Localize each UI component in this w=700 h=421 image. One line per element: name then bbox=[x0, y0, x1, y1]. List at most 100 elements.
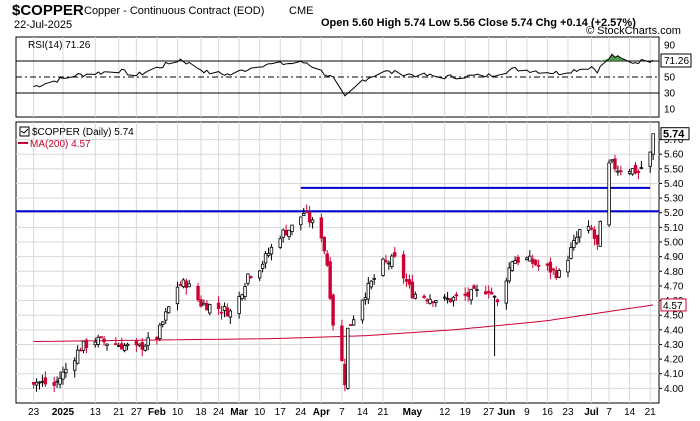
candle-body bbox=[469, 289, 473, 301]
candlestick bbox=[52, 376, 56, 393]
candlestick bbox=[228, 308, 233, 324]
candlestick bbox=[607, 159, 611, 228]
candle-body bbox=[510, 261, 514, 271]
price-tick-label: 4.80 bbox=[664, 267, 684, 278]
price-legend: $COPPER (Daily) 5.74 MA(200) 4.57 bbox=[18, 126, 134, 150]
exchange-label: CME bbox=[289, 5, 313, 17]
candle-body bbox=[619, 170, 623, 173]
price-tick-label: 4.40 bbox=[664, 325, 684, 336]
candle-body bbox=[175, 286, 180, 305]
candlestick bbox=[146, 332, 150, 351]
candle-body bbox=[319, 217, 324, 239]
ma-value-tag: 4.57 bbox=[660, 298, 687, 312]
candle-body bbox=[164, 311, 168, 321]
candlestick bbox=[448, 298, 453, 303]
candlestick bbox=[143, 343, 147, 352]
candle-body bbox=[61, 371, 65, 380]
candlestick bbox=[651, 133, 655, 161]
candle-body bbox=[52, 382, 56, 386]
candle-body bbox=[475, 289, 479, 291]
symbol-description: Copper - Continuous Contract (EOD) bbox=[84, 5, 264, 17]
candle-body bbox=[513, 260, 517, 264]
x-tick-label: 27 bbox=[483, 407, 495, 418]
price-tick-label: 5.40 bbox=[664, 179, 684, 190]
candle-body bbox=[287, 229, 291, 238]
candlestick bbox=[489, 287, 494, 295]
x-tick-label: 23 bbox=[562, 407, 574, 418]
candlestick bbox=[536, 259, 541, 271]
legend-price: $COPPER (Daily) 5.74 bbox=[32, 127, 134, 138]
candle-body bbox=[627, 171, 632, 174]
candlestick bbox=[166, 306, 171, 314]
candlestick bbox=[575, 231, 579, 246]
candle-body bbox=[566, 259, 570, 273]
x-tick-label: Feb bbox=[148, 407, 166, 418]
candlestick bbox=[181, 278, 186, 289]
candlestick bbox=[451, 295, 456, 307]
candlestick bbox=[208, 303, 212, 316]
candlestick bbox=[219, 306, 224, 320]
price-tick-label: 5.10 bbox=[664, 223, 684, 234]
candle-body bbox=[299, 216, 303, 226]
x-tick-label: 12 bbox=[439, 407, 451, 418]
x-tick-label: 13 bbox=[90, 407, 102, 418]
candlestick bbox=[372, 274, 376, 285]
price-tick-label: 5.20 bbox=[664, 208, 684, 219]
candlestick bbox=[366, 276, 371, 304]
x-tick-label: 10 bbox=[254, 407, 266, 418]
x-tick-label: 2025 bbox=[52, 407, 75, 418]
candlestick bbox=[249, 275, 253, 280]
candle-body bbox=[325, 253, 329, 266]
candlestick bbox=[263, 251, 268, 269]
candlestick bbox=[557, 268, 561, 279]
candle-body bbox=[545, 263, 550, 266]
rsi-legend: RSI(14) 71.26 bbox=[28, 40, 91, 51]
candle-body bbox=[307, 212, 312, 223]
x-tick-label: 9 bbox=[524, 407, 530, 418]
candlestick bbox=[175, 281, 180, 311]
candle-body bbox=[196, 285, 200, 301]
x-axis: 23 2025 13 21 27 Feb 10 18 24 Mar 10 17 24 Apr 7 14 21 Ma… bbox=[28, 407, 656, 418]
price-tick-label: 4.70 bbox=[664, 281, 684, 292]
candlestick bbox=[328, 257, 332, 301]
candle-body bbox=[504, 280, 509, 304]
x-tick-label: 17 bbox=[275, 407, 287, 418]
candlestick bbox=[125, 342, 130, 351]
candle-body bbox=[187, 283, 191, 288]
candle-body bbox=[260, 263, 265, 269]
x-tick-label: Jun bbox=[497, 407, 515, 418]
candlestick bbox=[134, 338, 139, 352]
candle-body bbox=[616, 170, 620, 173]
price-tick-label: 5.30 bbox=[664, 194, 684, 205]
candlestick bbox=[442, 294, 447, 301]
candle-body bbox=[463, 293, 467, 296]
candlestick bbox=[340, 319, 344, 362]
candle-body bbox=[404, 279, 409, 282]
candle-body bbox=[117, 345, 121, 347]
candle-body bbox=[575, 236, 579, 244]
candlestick bbox=[269, 243, 274, 261]
candle-body bbox=[34, 381, 39, 386]
candle-body bbox=[290, 224, 294, 232]
x-tick-label: 14 bbox=[357, 407, 369, 418]
candle-body bbox=[246, 273, 250, 284]
candlestick bbox=[393, 246, 397, 258]
candle-body bbox=[73, 360, 77, 371]
candle-body bbox=[360, 299, 365, 321]
candlestick bbox=[331, 293, 335, 331]
candle-body bbox=[278, 238, 282, 248]
candlestick bbox=[510, 260, 514, 272]
candle-body bbox=[551, 268, 556, 271]
candle-body bbox=[243, 286, 247, 297]
candlestick bbox=[161, 321, 165, 328]
candle-body bbox=[58, 377, 62, 385]
x-tick-label: 7 bbox=[606, 407, 612, 418]
candlestick bbox=[114, 337, 118, 346]
candle-body bbox=[240, 294, 244, 299]
candlestick bbox=[158, 322, 162, 342]
candle-body bbox=[263, 253, 268, 264]
candle-body bbox=[592, 229, 597, 239]
x-tick-label: 27 bbox=[131, 407, 143, 418]
candlestick bbox=[122, 343, 127, 353]
candle-body bbox=[140, 342, 144, 350]
